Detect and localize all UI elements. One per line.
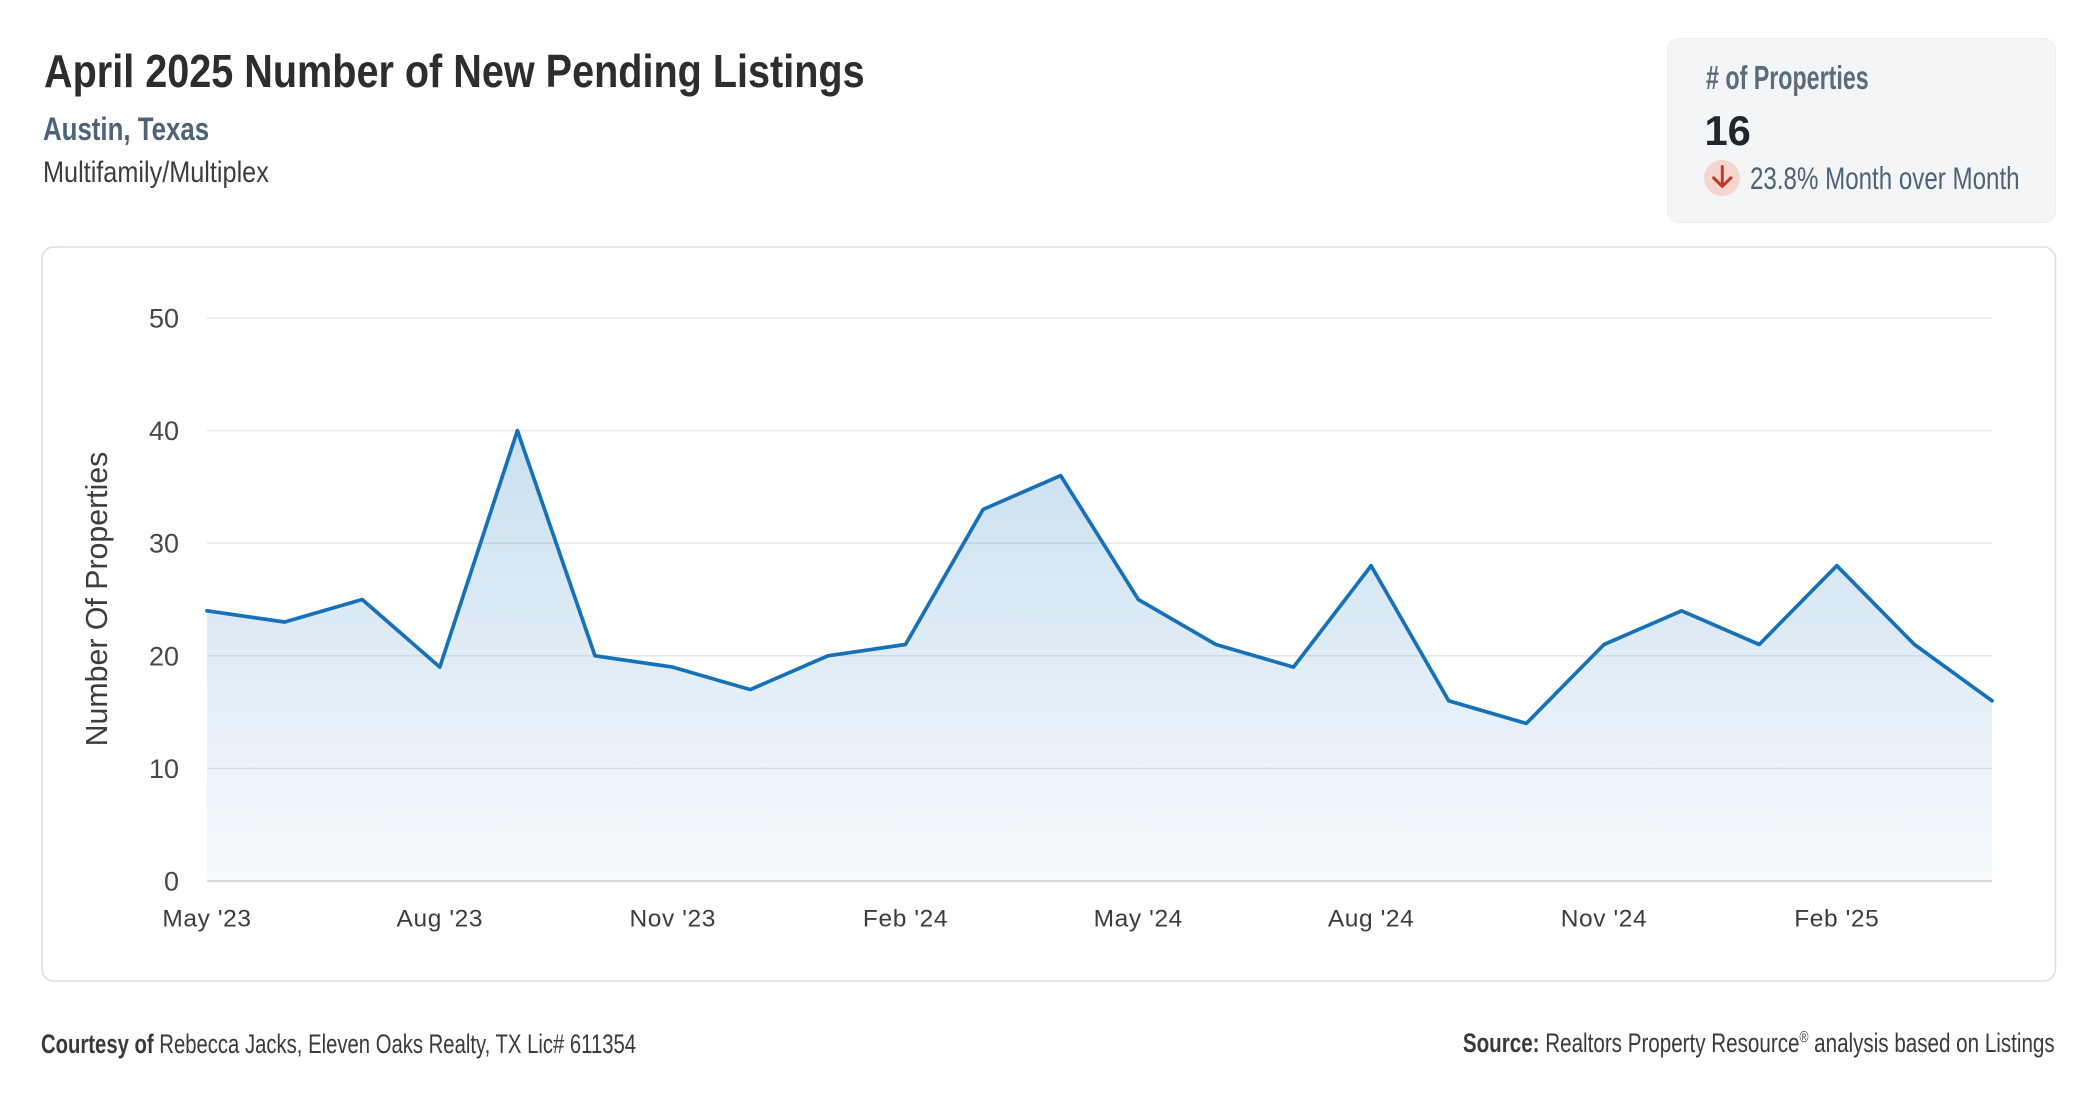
svg-text:Aug '23: Aug '23 <box>397 906 484 933</box>
svg-text:30: 30 <box>149 529 179 559</box>
svg-text:10: 10 <box>149 754 179 784</box>
svg-text:Nov '23: Nov '23 <box>629 906 716 933</box>
svg-text:0: 0 <box>164 867 179 897</box>
svg-text:20: 20 <box>149 641 179 671</box>
svg-text:50: 50 <box>149 304 179 334</box>
svg-text:May '24: May '24 <box>1094 906 1183 933</box>
svg-text:Feb '25: Feb '25 <box>1794 906 1879 933</box>
svg-text:Aug '24: Aug '24 <box>1328 906 1415 933</box>
svg-text:Nov '24: Nov '24 <box>1561 906 1648 933</box>
svg-text:40: 40 <box>149 416 179 446</box>
svg-text:May '23: May '23 <box>162 906 251 933</box>
svg-text:Number Of Properties: Number Of Properties <box>81 452 114 747</box>
svg-text:Feb '24: Feb '24 <box>863 906 948 933</box>
